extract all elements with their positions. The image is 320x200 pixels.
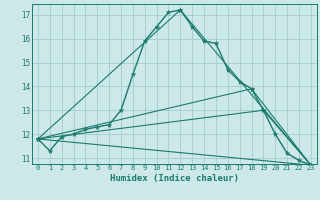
X-axis label: Humidex (Indice chaleur): Humidex (Indice chaleur) xyxy=(110,174,239,183)
